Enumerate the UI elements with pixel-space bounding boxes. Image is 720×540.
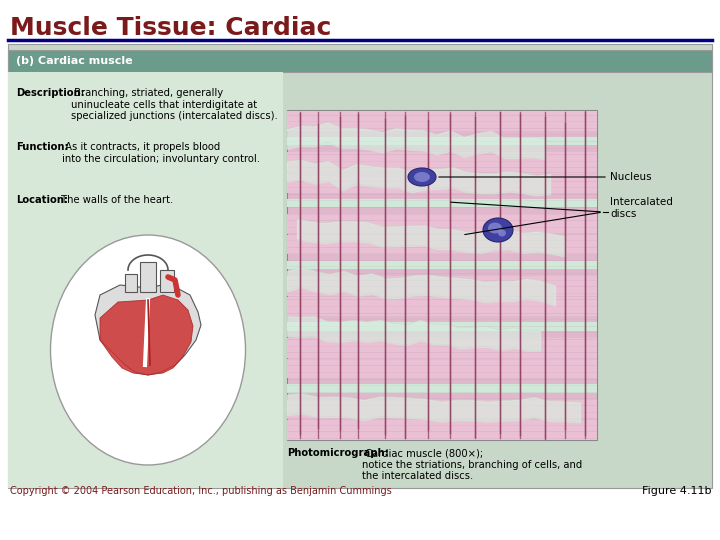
FancyBboxPatch shape xyxy=(287,214,597,234)
Text: Function:: Function: xyxy=(16,142,68,152)
Text: Branching, striated, generally
uninucleate cells that interdigitate at
specializ: Branching, striated, generally uninuclea… xyxy=(71,88,278,121)
FancyBboxPatch shape xyxy=(287,421,597,440)
Polygon shape xyxy=(95,285,201,375)
FancyBboxPatch shape xyxy=(8,50,712,72)
Ellipse shape xyxy=(408,168,436,186)
FancyBboxPatch shape xyxy=(287,359,597,378)
Ellipse shape xyxy=(498,230,506,237)
FancyBboxPatch shape xyxy=(8,44,712,488)
FancyBboxPatch shape xyxy=(287,199,597,207)
FancyBboxPatch shape xyxy=(287,400,597,420)
FancyBboxPatch shape xyxy=(287,296,597,316)
FancyBboxPatch shape xyxy=(287,110,597,440)
FancyBboxPatch shape xyxy=(287,276,597,295)
FancyBboxPatch shape xyxy=(287,137,597,145)
FancyBboxPatch shape xyxy=(8,72,283,488)
Ellipse shape xyxy=(483,218,513,242)
FancyBboxPatch shape xyxy=(287,384,597,393)
Ellipse shape xyxy=(414,172,430,182)
FancyBboxPatch shape xyxy=(287,111,597,131)
FancyBboxPatch shape xyxy=(287,173,597,192)
FancyBboxPatch shape xyxy=(160,270,174,292)
FancyBboxPatch shape xyxy=(287,261,597,269)
Text: Muscle Tissue: Cardiac: Muscle Tissue: Cardiac xyxy=(10,16,331,40)
Text: Nucleus: Nucleus xyxy=(610,172,652,182)
Text: Intercalated
discs: Intercalated discs xyxy=(610,197,673,219)
Text: Cardiac muscle (800×);
notice the striations, branching of cells, and
the interc: Cardiac muscle (800×); notice the striat… xyxy=(362,448,582,481)
Text: Figure 4.11b: Figure 4.11b xyxy=(642,486,712,496)
Text: Photomicrograph:: Photomicrograph: xyxy=(287,448,389,458)
Ellipse shape xyxy=(50,235,246,465)
Text: The walls of the heart.: The walls of the heart. xyxy=(58,195,174,205)
FancyBboxPatch shape xyxy=(287,152,597,172)
Ellipse shape xyxy=(488,222,502,233)
FancyBboxPatch shape xyxy=(287,322,597,330)
FancyBboxPatch shape xyxy=(287,338,597,357)
FancyBboxPatch shape xyxy=(125,274,137,292)
Polygon shape xyxy=(100,295,193,375)
Text: Location:: Location: xyxy=(16,195,68,205)
Text: (b) Cardiac muscle: (b) Cardiac muscle xyxy=(16,56,132,66)
Text: As it contracts, it propels blood
into the circulation; involuntary control.: As it contracts, it propels blood into t… xyxy=(62,142,260,164)
FancyBboxPatch shape xyxy=(140,262,156,292)
Text: Description:: Description: xyxy=(16,88,85,98)
Text: Copyright © 2004 Pearson Education, Inc., publishing as Benjamin Cummings: Copyright © 2004 Pearson Education, Inc.… xyxy=(10,486,392,496)
FancyBboxPatch shape xyxy=(287,235,597,254)
